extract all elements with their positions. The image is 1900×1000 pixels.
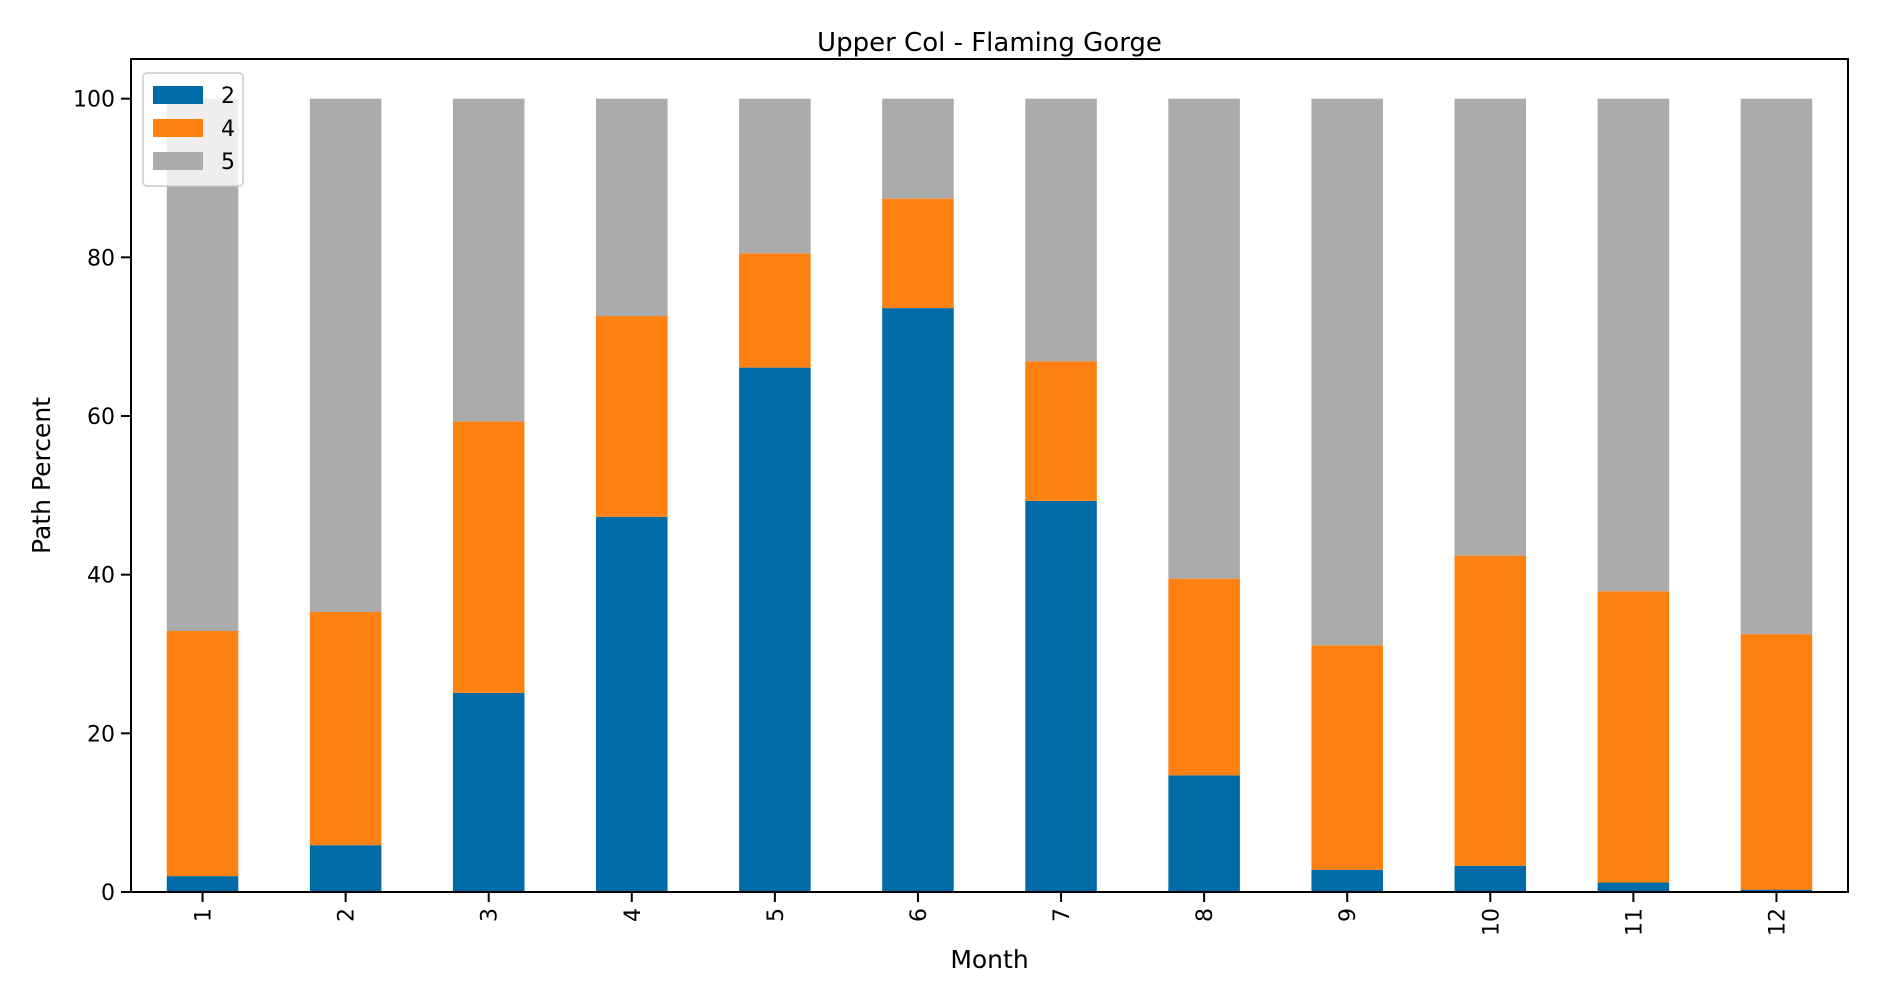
bar-series-5-month-4 — [596, 98, 668, 317]
bar-series-2-month-11 — [1597, 882, 1670, 892]
bar-series-4-month-7 — [1025, 361, 1097, 501]
bar-series-2-month-6 — [882, 308, 954, 892]
bar-series-5-month-3 — [452, 98, 525, 422]
y-tick-label: 20 — [87, 722, 115, 747]
legend-label-4: 4 — [221, 117, 235, 142]
bar-series-5-month-11 — [1597, 98, 1670, 592]
bar-series-4-month-3 — [452, 421, 525, 693]
bar-series-5-month-8 — [1168, 98, 1240, 579]
bar-series-4-month-12 — [1740, 634, 1813, 890]
bar-series-2-month-7 — [1025, 500, 1097, 892]
plot-frame — [130, 58, 1849, 893]
legend-label-2: 2 — [221, 84, 235, 109]
x-axis-label: Month — [950, 945, 1028, 974]
bar-series-5-month-9 — [1311, 98, 1383, 646]
x-tick-label: 11 — [1622, 908, 1647, 936]
y-tick-label: 40 — [87, 564, 115, 589]
bar-series-5-month-2 — [309, 98, 382, 612]
bar-series-4-month-6 — [882, 198, 954, 309]
bar-series-5-month-6 — [882, 98, 954, 199]
bar-series-4-month-8 — [1168, 578, 1240, 776]
bars-group — [166, 98, 1813, 892]
x-tick-label: 8 — [1193, 908, 1218, 922]
bar-series-2-month-3 — [452, 692, 525, 892]
y-tick-label: 60 — [87, 405, 115, 430]
y-axis: 0 20 40 60 80 100 — [73, 88, 131, 906]
bar-series-4-month-10 — [1454, 555, 1527, 866]
x-tick-label: 9 — [1336, 908, 1361, 922]
x-tick-label: 7 — [1050, 908, 1075, 922]
legend-swatch-5 — [153, 152, 203, 170]
legend: 2 4 5 — [142, 72, 244, 187]
y-axis-label: Path Percent — [27, 397, 56, 554]
bar-series-2-month-4 — [596, 516, 668, 892]
y-tick-label: 100 — [73, 88, 115, 113]
x-tick-label: 12 — [1765, 908, 1790, 936]
x-tick-label: 5 — [764, 908, 789, 922]
legend-label-5: 5 — [221, 150, 235, 175]
bar-series-2-month-10 — [1454, 865, 1527, 892]
x-axis: 1 2 3 4 5 6 7 8 9 10 11 12 — [192, 892, 1790, 936]
bar-series-4-month-11 — [1597, 591, 1670, 883]
bar-series-2-month-8 — [1168, 775, 1240, 892]
x-tick-label: 3 — [478, 908, 503, 922]
x-tick-label: 4 — [621, 908, 646, 922]
chart-title: Upper Col - Flaming Gorge — [817, 28, 1162, 58]
x-tick-label: 6 — [907, 908, 932, 922]
legend-swatch-4 — [153, 119, 203, 137]
bar-series-2-month-1 — [166, 876, 239, 892]
legend-swatch-2 — [153, 86, 203, 104]
bar-series-5-month-1 — [166, 98, 239, 631]
bar-series-4-month-4 — [596, 316, 668, 517]
bar-series-5-month-5 — [739, 98, 811, 254]
bar-series-4-month-5 — [739, 253, 811, 368]
bar-series-2-month-5 — [739, 367, 811, 892]
bar-series-5-month-7 — [1025, 98, 1097, 362]
bar-series-2-month-2 — [309, 845, 382, 892]
x-tick-label: 10 — [1479, 908, 1504, 936]
bar-series-2-month-12 — [1740, 889, 1813, 892]
y-tick-label: 80 — [87, 246, 115, 271]
bar-series-4-month-2 — [309, 611, 382, 846]
x-tick-label: 2 — [335, 908, 360, 922]
bar-series-4-month-9 — [1311, 645, 1383, 870]
bar-series-4-month-1 — [166, 630, 239, 877]
x-tick-label: 1 — [192, 908, 217, 922]
y-tick-label: 0 — [101, 881, 115, 906]
bar-series-5-month-10 — [1454, 98, 1527, 556]
bar-series-2-month-9 — [1311, 869, 1383, 892]
bar-series-5-month-12 — [1740, 98, 1813, 635]
